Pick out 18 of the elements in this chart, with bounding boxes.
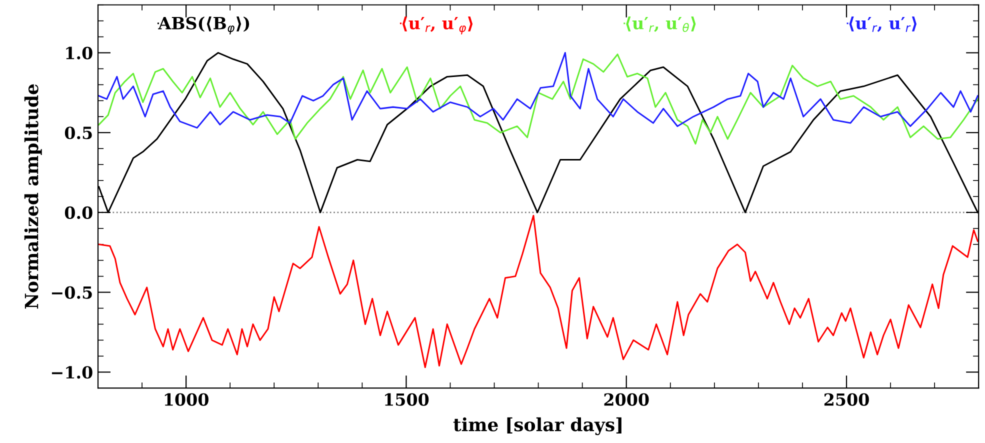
y-tick-label: −0.5 xyxy=(52,286,92,299)
y-tick-label: 1.0 xyxy=(66,46,92,60)
line-series xyxy=(98,52,978,129)
y-axis-title: Normalized amplitude xyxy=(24,84,42,309)
legend-label: ⟨u′$_{r}$, u′$_{θ}$⟩ xyxy=(626,16,696,32)
x-axis-title: time [solar days] xyxy=(453,417,622,436)
y-tick-label: 0.5 xyxy=(64,126,92,140)
x-tick-label: 2500 xyxy=(824,393,869,406)
x-tick-label: 1500 xyxy=(385,393,429,406)
y-tick-label: 0.0 xyxy=(64,206,92,220)
x-tick-label: 2000 xyxy=(604,393,649,406)
line-series xyxy=(98,54,978,145)
line-series xyxy=(98,214,978,368)
y-tick-label: −1.0 xyxy=(52,366,92,379)
legend-label: ABS(⟨B$_{φ}$⟩) xyxy=(158,16,250,34)
legend-label: ⟨u′$_{r}$, u′$_{φ}$⟩ xyxy=(402,16,473,34)
legend-label: ⟨u′$_{r}$, u′$_{r}$⟩ xyxy=(849,16,916,32)
x-tick-label: 1000 xyxy=(164,393,208,406)
